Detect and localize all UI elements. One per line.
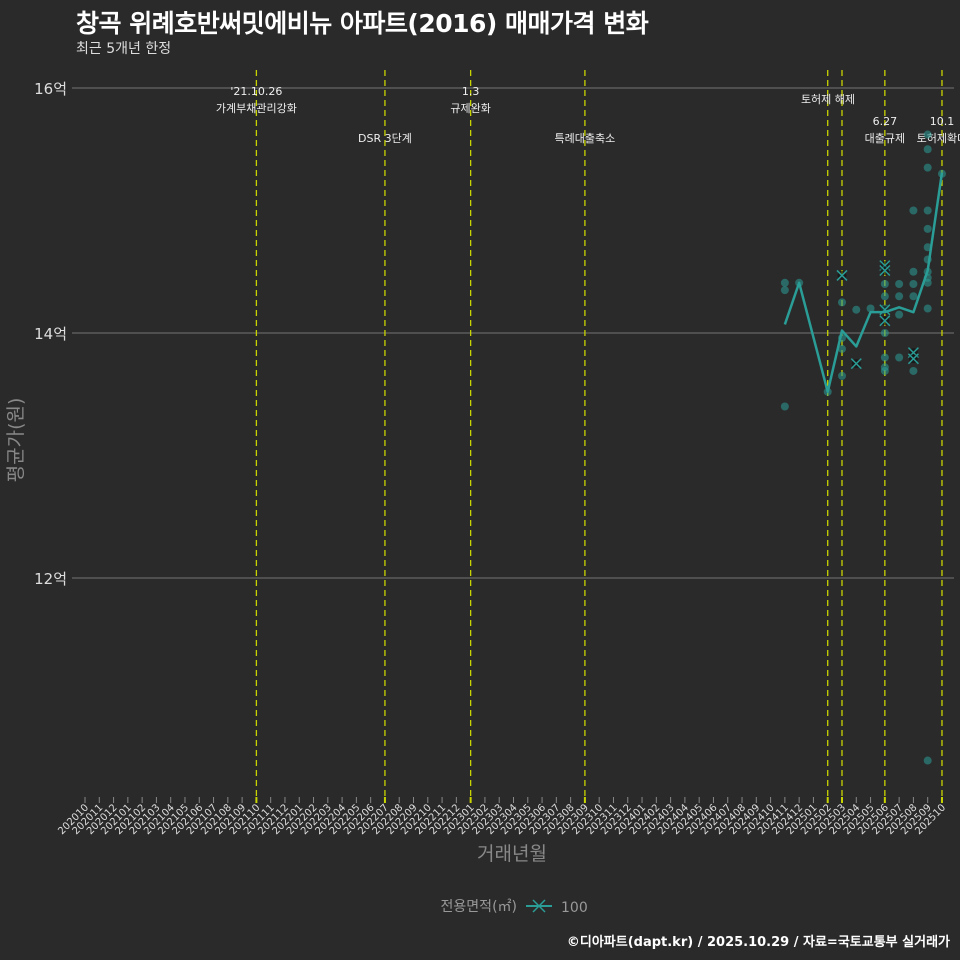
- event-date: 6.27: [873, 115, 898, 128]
- event-label: 규제완화: [450, 102, 490, 115]
- data-point: [780, 286, 789, 295]
- data-point: [923, 206, 932, 215]
- data-point: [780, 402, 789, 411]
- data-point-cross: [836, 269, 848, 281]
- data-point: [909, 280, 918, 288]
- data-point: [780, 278, 789, 287]
- event-label: 가계부채관리강화: [216, 102, 297, 115]
- y-tick-label: 14억: [34, 325, 67, 343]
- legend: 전용면적(㎡) 100: [441, 899, 588, 916]
- data-point: [880, 329, 889, 337]
- data-point: [909, 267, 918, 276]
- data-point: [837, 344, 846, 353]
- data-point: [852, 305, 861, 314]
- event-date: '21.10.26: [230, 85, 282, 98]
- data-point: [837, 298, 846, 307]
- legend-title: 전용면적(㎡): [441, 899, 517, 915]
- data-point: [923, 145, 932, 154]
- data-point: [923, 130, 932, 139]
- event-label: 특례대출축소: [555, 132, 616, 145]
- event-label: 토허제확대: [917, 132, 960, 145]
- data-point: [923, 756, 932, 765]
- data-point: [866, 304, 875, 313]
- data-point-cross: [850, 358, 862, 370]
- y-tick-label: 12억: [34, 570, 67, 588]
- event-date: 1.3: [462, 85, 480, 98]
- data-point: [895, 280, 904, 288]
- chart-title: 창곡 위례호반써밋에비뉴 아파트(2016) 매매가격 변화: [76, 9, 649, 38]
- data-point-cross: [879, 315, 891, 327]
- data-point: [923, 163, 932, 172]
- data-point: [909, 206, 918, 215]
- data-point-cross: [879, 264, 891, 277]
- y-axis-title: 평균가(원): [5, 398, 27, 483]
- data-point: [880, 280, 889, 288]
- legend-entry-100: 100: [561, 900, 588, 916]
- data-point: [923, 304, 932, 313]
- event-label: 토허제 해제: [801, 92, 855, 106]
- data-point: [923, 224, 932, 233]
- chart-subtitle: 최근 5개년 한정: [76, 41, 172, 57]
- data-point: [909, 366, 918, 375]
- x-axis-title: 거래년월: [477, 843, 547, 865]
- data-point: [880, 366, 889, 375]
- data-point: [923, 278, 932, 287]
- event-label: 대출규제: [865, 132, 905, 145]
- data-point-cross: [907, 353, 919, 365]
- data-point: [880, 292, 889, 301]
- legend-marker-icon: [526, 899, 552, 913]
- y-tick-label: 16억: [34, 80, 67, 98]
- mean-price-line: [783, 172, 944, 394]
- footer-credit: ©디아파트(dapt.kr) / 2025.10.29 / 자료=국토교통부 실…: [566, 935, 950, 950]
- data-point: [837, 371, 846, 380]
- data-point: [909, 292, 918, 301]
- data-point: [895, 310, 904, 319]
- data-point: [895, 292, 904, 301]
- event-label: DSR 3단계: [358, 132, 412, 145]
- data-point: [880, 353, 889, 362]
- data-point: [895, 353, 904, 362]
- event-date: 10.1: [930, 115, 955, 128]
